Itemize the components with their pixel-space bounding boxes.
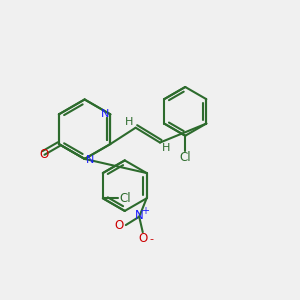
Text: O: O <box>139 232 148 245</box>
Text: O: O <box>115 219 124 232</box>
Text: Cl: Cl <box>179 151 191 164</box>
Text: H: H <box>125 117 133 127</box>
Text: N: N <box>85 155 94 165</box>
Text: N: N <box>101 109 110 119</box>
Text: O: O <box>39 148 49 161</box>
Text: -: - <box>149 234 153 244</box>
Text: +: + <box>141 206 149 216</box>
Text: H: H <box>162 143 171 153</box>
Text: N: N <box>135 209 144 222</box>
Text: Cl: Cl <box>119 192 131 205</box>
